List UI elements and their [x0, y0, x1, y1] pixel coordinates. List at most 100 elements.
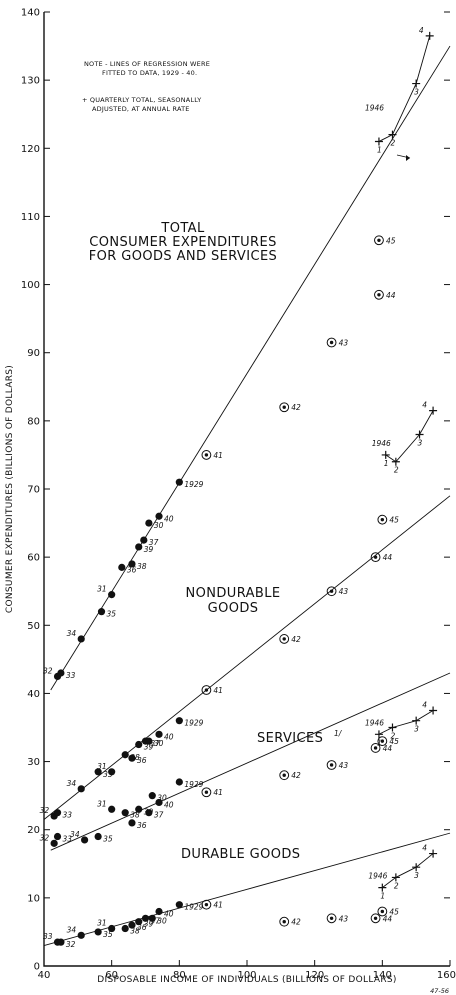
data-point-label: 1929 — [184, 480, 203, 489]
x-tick-label: 40 — [38, 970, 51, 981]
quarterly-label: 1 — [380, 892, 385, 901]
war-year-ring — [201, 787, 212, 798]
quarterly-point — [388, 130, 397, 139]
quarterly-point — [388, 723, 397, 732]
war-year-ring — [377, 514, 388, 525]
quarterly-point — [391, 457, 400, 466]
quarterly-label: 2 — [394, 466, 399, 475]
war-year-label: 41 — [213, 451, 223, 460]
war-year-ring — [201, 685, 212, 695]
series-title: GOODS — [208, 601, 259, 616]
war-year-point — [204, 902, 209, 907]
war-year-ring — [374, 289, 384, 300]
y-tick-label: 30 — [27, 757, 40, 768]
war-year-ring — [326, 337, 337, 348]
x-tick-label: 60 — [105, 970, 118, 981]
x-tick-label: 140 — [373, 970, 392, 981]
data-point-label: 37 — [154, 811, 164, 820]
quarterly-label: 2 — [390, 139, 395, 148]
war-year-ring — [377, 906, 388, 917]
war-year-label: 44 — [386, 291, 396, 300]
data-point-label: 31 — [97, 762, 107, 771]
data-point-label: 35 — [103, 770, 113, 779]
data-point-label: 39 — [144, 545, 154, 554]
war-year-label: 45 — [389, 907, 399, 916]
war-year-point — [329, 916, 334, 920]
war-year-point — [204, 453, 209, 457]
war-year-ring — [370, 743, 381, 753]
reference-code: 47-56 — [430, 987, 449, 995]
data-point — [108, 591, 116, 599]
data-point-label: 39 — [144, 920, 154, 929]
quarterly-line — [378, 710, 434, 735]
year-1946-label: 1946 — [368, 872, 387, 881]
quarterly-point — [429, 706, 438, 715]
data-point — [94, 768, 102, 776]
data-point — [128, 754, 136, 762]
data-point-label: 1929 — [184, 719, 203, 728]
y-tick-label: 130 — [21, 76, 40, 87]
war-year-ring — [326, 760, 337, 770]
war-year-ring — [279, 634, 290, 644]
quarterly-line — [385, 410, 434, 463]
war-year-ring — [279, 402, 290, 413]
quarterly-label: 2 — [394, 881, 399, 890]
note-line: NOTE - LINES OF REGRESSION WERE — [84, 60, 210, 68]
war-year-label: 41 — [213, 788, 223, 797]
war-year-point — [380, 909, 385, 914]
regression-line — [43, 495, 451, 820]
war-year-label: 43 — [339, 914, 349, 923]
data-point — [175, 901, 183, 909]
data-point — [121, 809, 129, 817]
data-point-label: 30 — [157, 794, 167, 803]
data-point — [148, 914, 156, 922]
war-year-point — [373, 916, 378, 920]
data-point-label: 38 — [130, 811, 140, 820]
x-tick-label: 100 — [237, 970, 256, 981]
war-year-ring — [326, 586, 337, 597]
data-point — [81, 836, 89, 844]
data-point — [175, 717, 183, 725]
axes-frame — [43, 12, 450, 967]
data-point-label: 33 — [63, 811, 73, 820]
war-year-point — [377, 238, 381, 242]
x-tick-label: 80 — [173, 970, 186, 981]
quarterly-label: 3 — [414, 725, 419, 734]
arrow-head — [406, 155, 410, 161]
quarterly-line — [382, 853, 434, 888]
data-point — [77, 785, 85, 793]
series-title: TOTAL — [160, 221, 205, 236]
quarterly-label: 4 — [419, 26, 424, 35]
war-year-label: 43 — [339, 761, 349, 770]
data-point-label: 37 — [149, 538, 159, 547]
y-tick-label: 120 — [21, 144, 40, 155]
quarterly-label: 2 — [390, 732, 395, 741]
war-year-point — [380, 517, 385, 522]
y-tick-label: 20 — [27, 825, 40, 836]
war-year-point — [282, 773, 286, 777]
data-point-label: 40 — [164, 909, 174, 918]
data-point — [128, 921, 136, 929]
war-year-point — [329, 763, 334, 767]
war-year-ring — [326, 913, 337, 924]
war-year-label: 43 — [339, 587, 349, 596]
quarterly-label: 4 — [422, 700, 427, 709]
data-point-label: 35 — [103, 930, 113, 939]
data-point — [77, 931, 85, 939]
x-tick-label: 120 — [305, 970, 324, 981]
quarterly-point — [374, 137, 383, 146]
data-point-label: 35 — [107, 610, 117, 619]
data-point — [128, 819, 136, 827]
data-point-label: 37 — [151, 739, 161, 748]
quarterly-label: 4 — [422, 844, 427, 853]
data-point-label: 39 — [144, 743, 154, 752]
quarterly-point — [391, 873, 400, 882]
quarterly-line — [378, 35, 431, 142]
regression-line — [50, 672, 451, 851]
data-point-label: 38 — [130, 927, 140, 936]
x-tick-label: 160 — [437, 970, 456, 981]
war-year-point — [282, 637, 286, 641]
war-year-point — [329, 589, 334, 593]
war-year-ring — [370, 913, 381, 924]
series-title: FOR GOODS AND SERVICES — [89, 249, 277, 264]
